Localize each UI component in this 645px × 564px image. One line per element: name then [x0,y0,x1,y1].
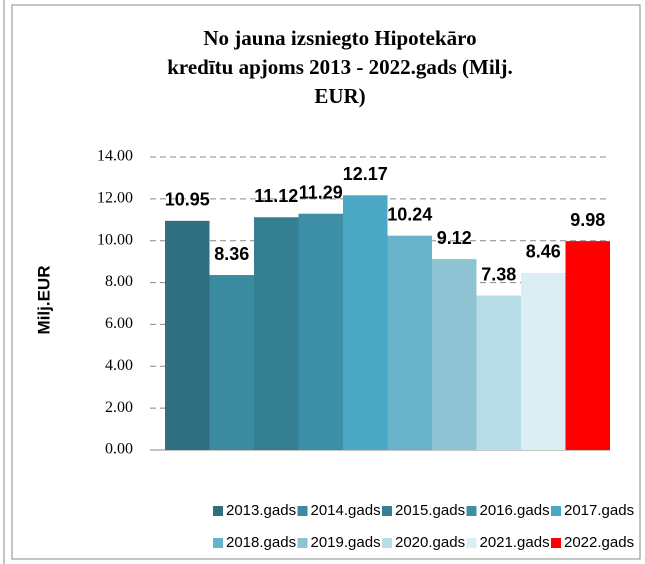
y-tick-label: 6.00 [105,315,133,332]
bar [298,213,343,450]
legend-swatch [213,506,223,516]
data-label: 9.12 [437,228,472,248]
legend-swatch [551,506,561,516]
chart-title: No jauna izsniegto Hipotekāro [203,26,476,50]
bar [209,275,254,450]
legend-swatch [297,506,308,516]
legend-swatch [297,538,308,548]
legend-label: 2013.gads [226,502,296,519]
y-tick-label: 8.00 [105,273,133,290]
y-tick-label: 2.00 [105,399,133,416]
data-label: 11.29 [299,182,343,202]
y-tick-label: 12.00 [97,190,133,207]
bar [565,241,610,450]
y-tick-label: 0.00 [105,441,133,458]
data-label: 7.38 [481,264,516,284]
legend-label: 2018.gads [226,534,296,551]
data-label: 9.98 [570,210,605,230]
y-tick-label: 14.00 [97,148,133,165]
bar [476,295,521,450]
bar [254,217,299,450]
legend-swatch [382,506,392,516]
legend-label: 2019.gads [311,534,381,551]
legend-label: 2017.gads [564,502,634,519]
legend-label: 2020.gads [395,534,465,551]
bar [165,220,210,450]
data-label: 10.95 [165,190,210,210]
legend-swatch [466,538,477,548]
data-label: 12.17 [343,164,388,184]
legend-label: 2021.gads [480,534,550,551]
legend-swatch [382,538,392,548]
legend-swatch [466,506,477,516]
legend-label: 2015.gads [395,502,465,519]
chart-title: EUR) [314,84,365,108]
bar [343,195,388,450]
legend-label: 2016.gads [480,502,550,519]
data-label: 11.12 [254,186,298,206]
bar [387,235,432,450]
data-label: 8.46 [526,242,561,262]
legend-swatch [551,538,561,548]
data-label: 10.24 [387,204,432,224]
bar [432,259,477,450]
y-tick-label: 10.00 [97,231,133,248]
y-tick-label: 4.00 [105,357,133,374]
y-axis-label: Milj.EUR [34,266,53,335]
legend-swatch [213,538,223,548]
chart-title: kredītu apjoms 2013 - 2022.gads (Milj. [167,55,513,79]
legend-label: 2014.gads [311,502,381,519]
legend-label: 2022.gads [564,534,634,551]
bar [521,272,566,450]
data-label: 8.36 [214,244,249,264]
